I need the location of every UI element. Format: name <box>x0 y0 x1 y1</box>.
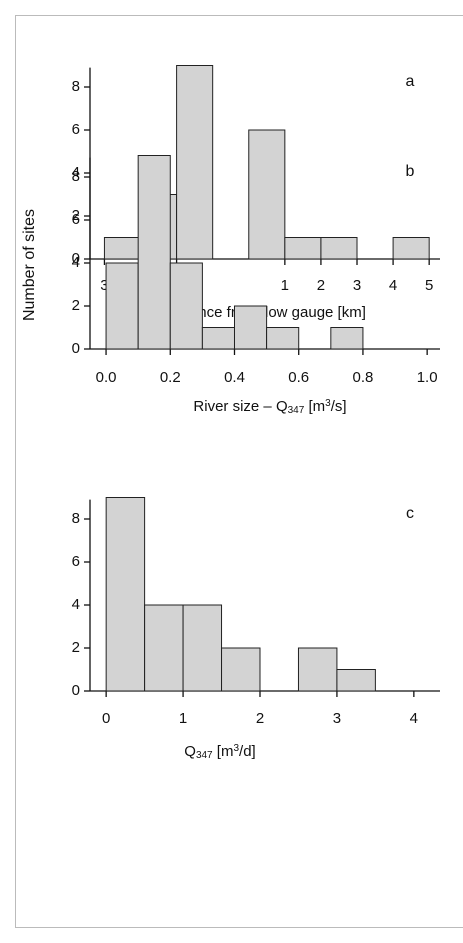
bar <box>105 497 146 692</box>
x-axis-title-part: /s] <box>331 398 347 415</box>
y-tick-label: 6 <box>72 211 80 228</box>
y-tick-label: 2 <box>72 639 80 656</box>
x-axis-title-part: 3 <box>233 743 239 754</box>
bar <box>284 237 322 260</box>
x-tick-label: 2 <box>317 277 325 294</box>
y-tick-label: 2 <box>72 297 80 314</box>
y-tick-label: 0 <box>72 250 80 267</box>
x-tick-label: 3 <box>333 710 341 727</box>
bar <box>169 262 203 350</box>
bar <box>266 327 300 350</box>
x-tick-label: 0.8 <box>353 369 374 386</box>
bar <box>221 647 261 692</box>
bar <box>320 237 358 260</box>
bar <box>137 155 171 350</box>
bar <box>182 604 223 692</box>
y-tick-label: 0 <box>72 340 80 357</box>
bar <box>144 604 184 692</box>
x-axis-title-part: /d] <box>239 743 256 760</box>
x-tick-label: 3 <box>100 277 108 294</box>
y-tick-label: 0 <box>72 682 80 699</box>
y-tick-label: 4 <box>72 254 80 271</box>
x-tick-label: 4 <box>410 710 418 727</box>
frame <box>15 15 463 928</box>
bar <box>233 305 268 350</box>
y-tick-label: 4 <box>72 164 80 181</box>
x-axis-title-part: [m <box>213 743 234 760</box>
x-tick-label: 0 <box>102 710 110 727</box>
x-axis-title-part: [m <box>304 398 325 415</box>
x-axis-title-part: 347 <box>288 405 305 416</box>
x-tick-label: 0.4 <box>224 369 245 386</box>
panel-letter: b <box>406 163 415 180</box>
x-tick-label: 2 <box>256 710 264 727</box>
panel-letter: c <box>406 505 414 522</box>
bar <box>392 237 430 260</box>
x-axis-title-part: River size – Q <box>193 398 287 415</box>
panel-letter: a <box>406 73 415 90</box>
y-axis-title: Number of sites <box>21 209 38 321</box>
bar <box>336 669 376 692</box>
x-axis-title-part: Q <box>184 743 196 760</box>
y-tick-label: 8 <box>72 510 80 527</box>
bar <box>297 647 338 692</box>
x-tick-label: 3 <box>353 277 361 294</box>
y-tick-label: 6 <box>72 553 80 570</box>
x-tick-label: 1.0 <box>417 369 438 386</box>
x-tick-label: 0.0 <box>96 369 117 386</box>
y-tick-label: 8 <box>72 168 80 185</box>
bar <box>176 65 214 260</box>
bar <box>248 129 286 260</box>
y-tick-label: 8 <box>72 78 80 95</box>
bar <box>201 327 235 350</box>
x-tick-label: 1 <box>281 277 289 294</box>
x-axis-title-part: 347 <box>196 750 213 761</box>
x-tick-label: 0.6 <box>288 369 309 386</box>
bar <box>330 327 364 350</box>
bar <box>103 237 142 260</box>
x-tick-label: 5 <box>425 277 433 294</box>
x-tick-label: 1 <box>179 710 187 727</box>
x-axis-title: Q347 [m3/d] <box>184 743 255 761</box>
bar <box>105 262 139 350</box>
x-tick-label: 0.2 <box>160 369 181 386</box>
x-axis-title-part: 3 <box>325 398 331 409</box>
y-tick-label: 2 <box>72 207 80 224</box>
y-tick-label: 6 <box>72 121 80 138</box>
x-axis-title: River size – Q347 [m3/s] <box>193 398 346 416</box>
y-tick-label: 4 <box>72 596 80 613</box>
x-tick-label: 4 <box>389 277 397 294</box>
